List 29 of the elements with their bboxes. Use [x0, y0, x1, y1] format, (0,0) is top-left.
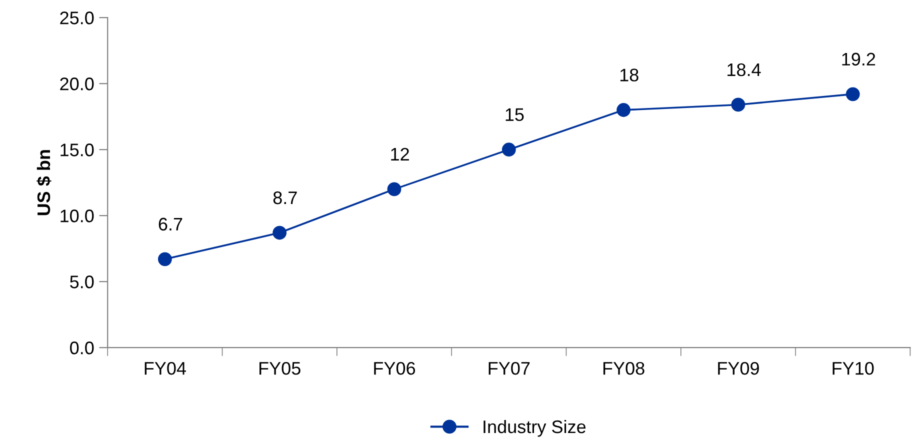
data-label: 18 — [620, 68, 638, 82]
x-tick-label: FY04 — [144, 362, 186, 375]
x-tick-label: FY09 — [718, 362, 759, 375]
data-label: 19.2 — [842, 52, 876, 66]
x-tick-label: FY06 — [374, 362, 416, 375]
x-tick-label: FY08 — [603, 362, 644, 375]
y-tick-label: 15.0 — [60, 144, 94, 156]
data-label: 12 — [391, 148, 409, 160]
y-tick-label: 10.0 — [60, 210, 94, 222]
point — [158, 252, 172, 266]
y-tick-label: 0.0 — [70, 342, 94, 354]
x-tick-label: FY05 — [260, 362, 300, 375]
x-tick-label: FY10 — [832, 362, 874, 375]
legend-label: Industry Size — [484, 420, 586, 437]
point — [387, 182, 402, 196]
data-label: 8.7 — [273, 191, 297, 204]
x-tick-label: FY07 — [488, 362, 530, 375]
data-label: 15 — [506, 108, 524, 122]
point — [502, 142, 516, 157]
y-axis-title: US $ bn — [36, 150, 52, 216]
point — [272, 226, 287, 240]
point — [616, 103, 630, 117]
y-tick-label: 5.0 — [70, 276, 94, 288]
data-label: 18.4 — [728, 63, 761, 76]
point — [846, 87, 860, 102]
y-tick-label: 25.0 — [60, 12, 94, 24]
data-label: 6.7 — [158, 218, 182, 231]
point — [731, 98, 746, 112]
y-tick-label: 20.0 — [60, 78, 94, 90]
